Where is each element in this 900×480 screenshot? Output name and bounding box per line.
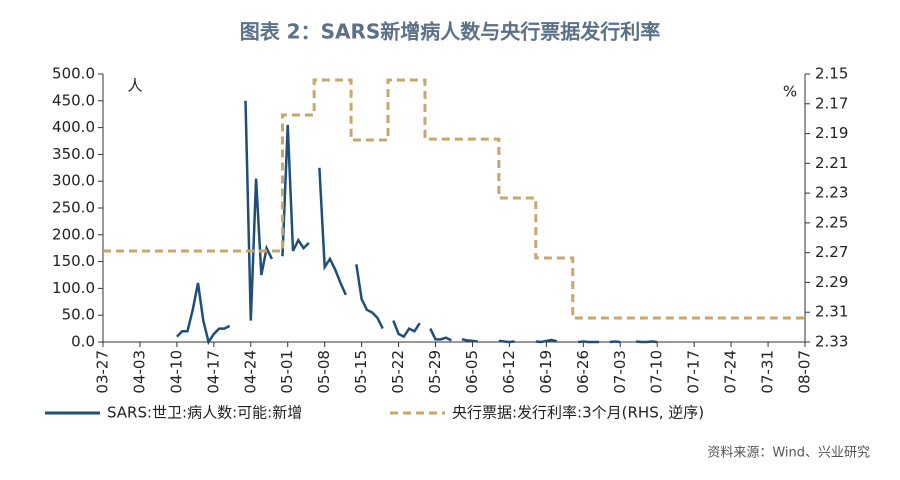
y-tick-label: 100.0 (52, 279, 95, 297)
y-tick-label: 500.0 (52, 65, 95, 83)
series-line (176, 100, 658, 346)
x-tick-label: 04-24 (241, 350, 259, 394)
x-tick-label: 05-08 (315, 350, 333, 394)
x-tick-label: 05-22 (389, 350, 407, 394)
x-tick-label: 07-03 (611, 350, 629, 394)
source: 资料来源：Wind、兴业研究 (707, 446, 870, 461)
x-tick-label: 04-10 (167, 350, 185, 394)
x-tick-label: 08-07 (796, 350, 814, 394)
y2-tick-label: 2.31 (815, 303, 848, 321)
y-tick-label: 150.0 (52, 252, 95, 270)
legend-label: 央行票据:发行利率:3个月(RHS, 逆序) (452, 404, 704, 422)
series-line (103, 78, 805, 320)
x-tick-label: 04-17 (204, 350, 222, 394)
y-tick-label: 50.0 (62, 306, 95, 324)
y-tick-label: 400.0 (52, 118, 95, 136)
legend-label: SARS:世卫:病人数:可能:新增 (107, 404, 302, 422)
y2-tick-label: 2.33 (815, 333, 848, 351)
y-tick-label: 300.0 (52, 172, 95, 190)
y2-tick-label: 2.19 (815, 124, 848, 142)
x-tick-label: 05-01 (278, 350, 296, 394)
x-tick-label: 03-27 (94, 350, 112, 394)
y2-tick-label: 2.17 (815, 94, 848, 112)
x-tick-label: 06-12 (500, 350, 518, 394)
y2-unit: % (783, 83, 797, 101)
x-tick-label: 07-17 (685, 350, 703, 394)
y2-tick-label: 2.27 (815, 243, 848, 261)
y2-tick-label: 2.15 (815, 65, 848, 83)
y-tick-label: 0.0 (71, 333, 95, 351)
x-tick-label: 06-05 (463, 350, 481, 394)
y-tick-label: 350.0 (52, 145, 95, 163)
y-tick-label: 200.0 (52, 225, 95, 243)
x-tick-label: 06-19 (537, 350, 555, 394)
x-tick-label: 05-29 (426, 350, 444, 394)
y2-tick-label: 2.29 (815, 273, 848, 291)
x-tick-label: 07-31 (759, 350, 777, 394)
x-tick-label: 07-10 (648, 350, 666, 394)
chart-title: 图表 2：SARS新增病人数与央行票据发行利率 (240, 20, 661, 44)
x-tick-label: 05-15 (352, 350, 370, 394)
y-tick-label: 450.0 (52, 91, 95, 109)
y-tick-label: 250.0 (52, 199, 95, 217)
y2-tick-label: 2.21 (815, 154, 848, 172)
x-tick-label: 04-03 (130, 350, 148, 394)
y2-tick-label: 2.25 (815, 213, 848, 231)
y-unit: 人 (127, 77, 142, 95)
x-tick-label: 06-26 (574, 350, 592, 394)
y2-tick-label: 2.23 (815, 184, 848, 202)
x-tick-label: 07-24 (722, 350, 740, 394)
